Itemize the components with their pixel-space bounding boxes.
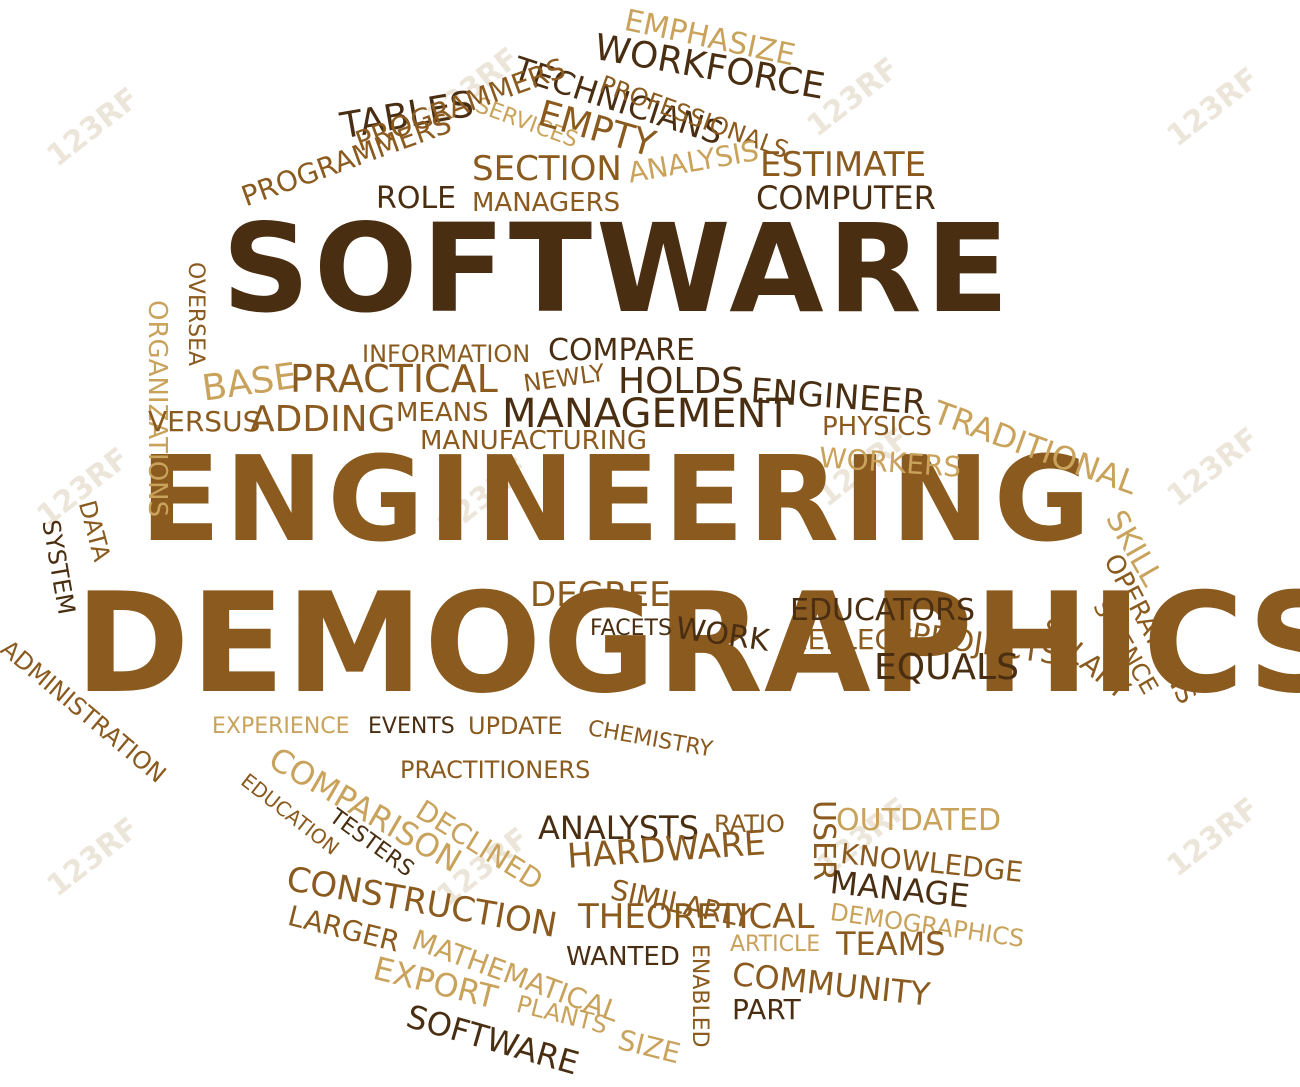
word-information: INFORMATION <box>362 340 531 368</box>
watermark-logo: 123RF <box>40 811 146 904</box>
word-facets: FACETS <box>590 616 672 641</box>
word-oversea: OVERSEA <box>183 262 208 367</box>
title-word-software: SOFTWARE <box>222 198 1013 340</box>
word-size: SIZE <box>614 1023 684 1071</box>
word-manufacturing: MANUFACTURING <box>420 426 647 456</box>
word-managers: MANAGERS <box>472 188 621 218</box>
word-wanted: WANTED <box>566 942 680 972</box>
word-holds: HOLDS <box>618 361 745 402</box>
word-ratio: RATIO <box>714 810 785 838</box>
word-means: MEANS <box>396 398 489 428</box>
word-adding: ADDING <box>250 399 396 440</box>
word-experience: EXPERIENCE <box>212 714 350 739</box>
watermark-logo: 123RF <box>1160 61 1266 154</box>
word-practitioners: PRACTITIONERS <box>400 756 591 784</box>
word-part: PART <box>732 993 801 1026</box>
title-word-demographics: DEMOGRAPHICS <box>75 563 1300 724</box>
word-compare: COMPARE <box>548 333 695 368</box>
word-system: SYSTEM <box>36 517 81 617</box>
word-physics: PHYSICS <box>822 412 932 442</box>
word-equals: EQUALS <box>874 647 1019 688</box>
watermark-logo: 123RF <box>1160 421 1266 514</box>
title-word-engineering: ENGINEERING <box>140 430 1095 568</box>
word-events: EVENTS <box>368 714 455 739</box>
word-enabled: ENABLED <box>687 944 712 1048</box>
watermark-logo: 123RF <box>1160 791 1266 884</box>
word-chemistry: CHEMISTRY <box>586 716 715 763</box>
word-estimate: ESTIMATE <box>760 145 927 185</box>
word-reflect: REFLECT <box>788 623 912 656</box>
word-computer: COMPUTER <box>756 179 936 217</box>
watermark-logo: 123RF <box>40 81 146 174</box>
word-versus: VERSUS <box>148 405 261 438</box>
word-update: UPDATE <box>468 712 563 740</box>
word-educators: EDUCATORS <box>790 593 975 628</box>
word-role: ROLE <box>376 181 457 216</box>
word-theoretical: THEORETICAL <box>578 897 815 937</box>
word-degree: DEGREE <box>530 575 671 615</box>
word-outdated: OUTDATED <box>836 803 1002 838</box>
word-analysts: ANALYSTS <box>538 809 700 847</box>
word-teams: TEAMS <box>836 925 946 963</box>
word-data: DATA <box>72 497 116 565</box>
word-section: SECTION <box>472 149 622 189</box>
word-management: MANAGEMENT <box>502 391 791 437</box>
word-article: ARTICLE <box>730 932 821 957</box>
word-practical: PRACTICAL <box>290 357 498 401</box>
